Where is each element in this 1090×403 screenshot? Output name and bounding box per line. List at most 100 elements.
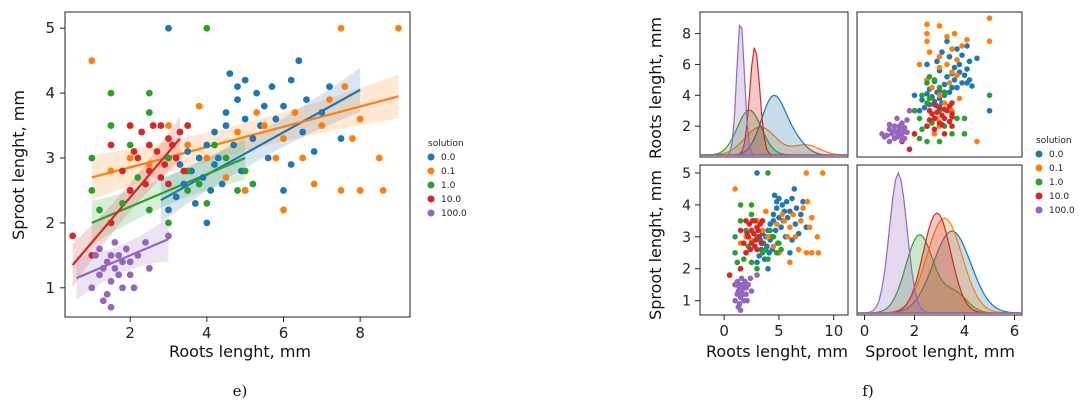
scatter-point-0-0: [916, 107, 923, 114]
scatter-point-10-0: [168, 141, 176, 149]
scatter-point-0-1: [349, 135, 356, 142]
scatter-point-0-1: [184, 141, 192, 149]
scatter-point-10-0: [157, 122, 165, 129]
scatter-point-0-0: [287, 76, 295, 84]
kde-curve-100-0: [856, 171, 1022, 314]
scatter-point-0-0: [754, 259, 760, 266]
scatter-point-10-0: [758, 240, 765, 246]
scatter-point-10-0: [138, 128, 146, 136]
scatter-point-0-1: [790, 211, 796, 218]
scatter-point-100-0: [894, 115, 900, 122]
scatter-point-1-0: [919, 126, 925, 133]
scatter-point-10-0: [946, 118, 953, 125]
scatter-point-0-1: [944, 61, 950, 68]
scatter-point-100-0: [88, 284, 96, 292]
scatter-point-0-0: [959, 52, 965, 58]
scatter-point-100-0: [879, 131, 885, 137]
scatter-point-10-0: [149, 122, 157, 129]
scatter-point-0-1: [936, 92, 943, 99]
scatter-point-0-0: [969, 83, 975, 89]
chart-e: 2 4 6 8 1 2 3 4 5 Roots lenght, mm Sproot lenght…: [9, 11, 467, 400]
scatter-point-10-0: [949, 114, 955, 120]
scatter-point-100-0: [142, 238, 149, 246]
scatter-point-0-1: [784, 234, 791, 240]
scatter-point-1-0: [134, 174, 142, 181]
scatter-point-0-1: [806, 224, 813, 231]
scatter-point-0-0: [249, 135, 257, 142]
scatter-point-0-0: [203, 141, 211, 149]
scatter-point-0-0: [787, 249, 793, 256]
scatter-point-0-1: [954, 72, 960, 79]
scatter-point-1-0: [165, 219, 172, 227]
scatter-point-0-0: [800, 198, 806, 205]
scatter-point-1-0: [126, 141, 134, 149]
scatter-point-10-0: [726, 272, 733, 278]
chart-f-legend: solution 0.0 0.1 1.0 10.0 100.0: [1035, 136, 1075, 216]
scatter-point-100-0: [904, 129, 910, 136]
scatter-point-100-0: [899, 131, 905, 137]
scatter-point-1-0: [203, 200, 211, 207]
y-tick-label: 8: [682, 27, 691, 43]
scatter-point-0-0: [951, 64, 958, 71]
scatter-point-0-0: [789, 195, 795, 202]
scatter-point-0-0: [287, 161, 295, 168]
scatter-point-0-0: [191, 200, 199, 207]
scatter-point-0-0: [226, 70, 234, 78]
scatter-point-100-0: [738, 275, 745, 282]
scatter-point-1-0: [919, 92, 925, 99]
scatter-point-0-1: [936, 64, 943, 71]
scatter-point-0-0: [951, 77, 958, 83]
chart-f-y-axis-label-roots: Roots lenght, mm: [646, 17, 665, 159]
scatter-point-100-0: [886, 121, 893, 128]
scatter-point-10-0: [107, 141, 115, 149]
scatter-point-0-1: [819, 170, 826, 176]
scatter-point-1-0: [954, 115, 960, 122]
legend-marker-0-1: [1035, 164, 1043, 172]
scatter-point-100-0: [748, 288, 755, 294]
scatter-point-10-0: [757, 221, 764, 227]
chart-f-x-axis-label-roots: Roots lenght, mm: [706, 342, 848, 361]
chart-f-caption: f): [862, 382, 873, 400]
scatter-point-10-0: [743, 249, 749, 256]
scatter-point-0-1: [770, 243, 777, 250]
scatter-point-0-0: [211, 161, 218, 168]
scatter-point-1-0: [924, 100, 930, 106]
scatter-point-100-0: [119, 258, 126, 266]
scatter-point-10-0: [741, 240, 747, 246]
scatter-point-10-0: [737, 227, 744, 234]
x-tick-label: 2: [910, 322, 920, 340]
scatter-point-0-1: [956, 95, 963, 102]
x-tick-label: 0: [860, 322, 870, 340]
scatter-point-0-1: [936, 53, 943, 60]
scatter-point-100-0: [739, 291, 746, 298]
scatter-point-1-0: [765, 256, 771, 262]
y-tick-label: 4: [45, 84, 55, 102]
scatter-point-10-0: [130, 148, 138, 155]
scatter-point-0-0: [921, 104, 928, 111]
scatter-point-1-0: [776, 240, 782, 246]
scatter-point-1-0: [748, 259, 755, 266]
scatter-point-0-0: [792, 221, 799, 227]
chart-e-plot-area: [64, 11, 411, 318]
scatter-point-0-1: [986, 15, 993, 21]
scatter-point-100-0: [901, 124, 908, 131]
scatter-point-100-0: [92, 251, 100, 259]
legend-marker-100-0: [427, 209, 435, 217]
scatter-point-1-0: [767, 227, 773, 234]
scatter-point-0-0: [272, 115, 280, 123]
scatter-point-0-1: [929, 84, 935, 91]
legend-label: 10.0: [441, 195, 461, 205]
scatter-point-10-0: [153, 148, 161, 155]
x-tick-label: 10: [824, 322, 843, 340]
scatter-point-0-1: [946, 80, 953, 86]
scatter-point-0-1: [931, 131, 938, 137]
scatter-point-0-1: [732, 186, 738, 192]
scatter-point-1-0: [949, 131, 955, 137]
scatter-point-100-0: [891, 127, 898, 134]
chart-f-sproot-density-panel: [856, 164, 1023, 316]
scatter-point-0-1: [126, 154, 134, 162]
scatter-point-1-0: [916, 135, 923, 142]
scatter-point-0-1: [779, 211, 786, 218]
scatter-point-0-1: [222, 174, 230, 181]
